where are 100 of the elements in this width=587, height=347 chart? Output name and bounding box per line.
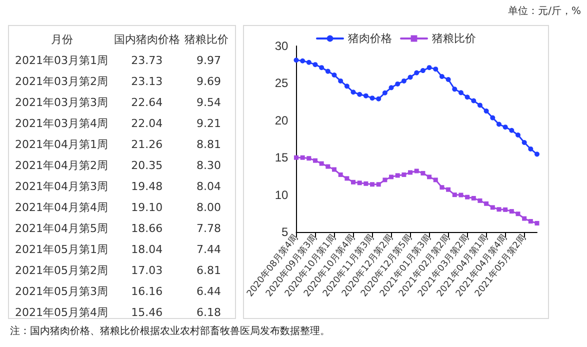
point <box>465 194 470 200</box>
point <box>376 182 381 187</box>
point <box>528 219 533 224</box>
category-label: 2021年03月第4周 <box>14 116 109 132</box>
data-label: 22.04 <box>130 116 164 132</box>
data-label: 22.64 <box>130 95 164 111</box>
point <box>312 158 318 163</box>
point <box>534 152 540 157</box>
point <box>414 70 420 76</box>
point <box>389 174 394 180</box>
data-label: 6.44 <box>196 284 222 300</box>
point <box>515 132 520 138</box>
y-tick-label: 25 <box>274 76 289 90</box>
data-label: 6.81 <box>196 263 222 279</box>
point <box>484 108 489 114</box>
category-label: 2021年04月第5周 <box>14 221 109 237</box>
point <box>509 128 514 133</box>
point <box>395 173 400 178</box>
legend-label: 猪粮比价 <box>432 32 476 45</box>
point <box>344 84 350 89</box>
data-label: 6.18 <box>196 305 222 321</box>
point <box>357 180 362 186</box>
y-tick-label: 5 <box>282 225 289 239</box>
point <box>319 161 324 166</box>
text: 国内猪肉价格 <box>112 32 181 48</box>
data-label: 21.26 <box>130 137 164 153</box>
point <box>522 216 527 221</box>
point <box>332 167 336 172</box>
y-tick-label: 20 <box>274 113 289 128</box>
data-label: 19.10 <box>130 200 164 216</box>
data-label: 8.00 <box>196 200 222 216</box>
data-label: 16.16 <box>130 284 164 300</box>
point <box>363 93 368 98</box>
point <box>382 90 388 96</box>
point <box>370 182 375 187</box>
point <box>471 196 476 200</box>
point <box>528 146 534 152</box>
point <box>502 124 508 130</box>
point <box>458 192 464 198</box>
point <box>306 156 312 161</box>
point <box>388 85 394 90</box>
data-label: 23.73 <box>130 53 164 69</box>
point <box>427 174 432 180</box>
point <box>464 94 470 100</box>
point <box>490 115 496 120</box>
data-label: 15.46 <box>130 305 164 321</box>
text: 月份 <box>50 32 74 48</box>
data-label: 7.78 <box>196 221 222 237</box>
category-label: 2021年05月第1周 <box>14 242 109 258</box>
point <box>402 172 406 177</box>
data-label: 18.66 <box>130 221 164 237</box>
point <box>395 81 400 86</box>
point <box>426 65 432 70</box>
category-label: 2021年05月第3周 <box>14 284 109 300</box>
data-label: 9.54 <box>196 95 222 111</box>
point <box>433 66 438 72</box>
point <box>477 102 482 108</box>
point <box>484 201 489 206</box>
data-label: 7.44 <box>196 242 222 258</box>
point <box>300 155 305 160</box>
point <box>446 187 451 192</box>
point <box>338 172 343 177</box>
point <box>326 164 330 169</box>
y-tick-label: 30 <box>274 39 289 53</box>
legend-label: 猪肉价格 <box>348 32 392 45</box>
point <box>509 209 514 214</box>
data-label: 9.69 <box>196 74 222 90</box>
data-label: 17.03 <box>130 263 164 279</box>
point <box>338 78 344 84</box>
chart-subtitle: 单位：元/斤，% <box>508 4 581 18</box>
y-tick-label: 15 <box>274 150 289 165</box>
point <box>294 155 298 160</box>
point <box>332 72 337 78</box>
category-label: 2021年05月第4周 <box>14 305 109 321</box>
data-label: 23.13 <box>130 74 164 90</box>
point <box>440 185 444 190</box>
point <box>382 178 388 182</box>
data-label: 20.35 <box>130 158 164 174</box>
data-label: 19.48 <box>130 179 164 195</box>
point <box>325 68 330 74</box>
point <box>420 68 426 74</box>
y-tick-label: 10 <box>274 188 289 202</box>
data-label: 8.30 <box>196 158 222 174</box>
category-label: 2021年04月第4周 <box>14 200 109 216</box>
point <box>408 170 413 175</box>
point <box>496 122 502 127</box>
data-label: 8.04 <box>196 179 222 195</box>
category-label: 2021年03月第3周 <box>14 95 109 111</box>
point <box>350 90 356 95</box>
point <box>471 98 476 104</box>
point <box>370 96 375 101</box>
point <box>439 74 444 80</box>
data-label: 8.81 <box>196 137 222 153</box>
point <box>452 192 457 198</box>
category-label: 2021年03月第2周 <box>14 74 109 90</box>
text: 注：国内猪肉价格、猪粮比价根据农业农村部畜牧兽医局发布数据整理。 <box>10 324 330 338</box>
point <box>433 178 438 182</box>
point <box>312 62 318 68</box>
data-label: 9.21 <box>196 116 222 132</box>
point <box>344 176 350 181</box>
